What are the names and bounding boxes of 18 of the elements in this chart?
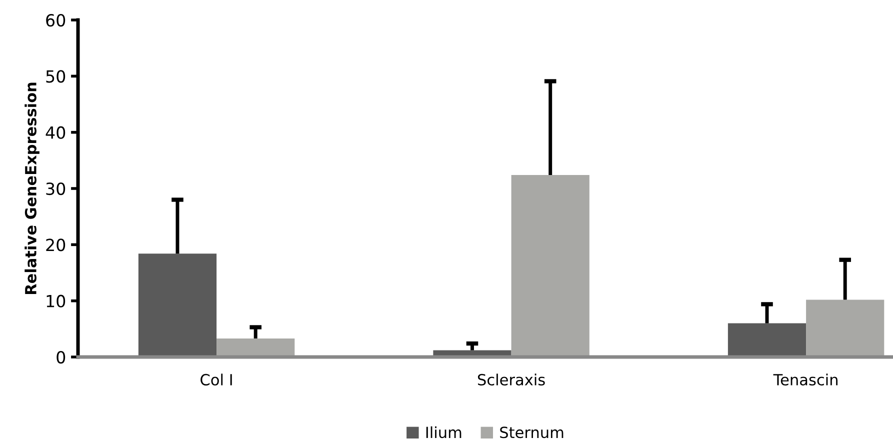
bar (138, 254, 217, 357)
y-tick-label: 30 (46, 182, 66, 196)
y-tick-label: 60 (46, 14, 66, 27)
x-tick-label: Col I (200, 374, 232, 386)
bar (728, 323, 806, 357)
bar (216, 338, 295, 357)
legend-label: Ilium (426, 426, 462, 438)
legend-label: Sternum (500, 426, 564, 438)
bar (511, 175, 590, 357)
y-axis-title: Relative GeneExpression (24, 82, 40, 294)
x-tick-label: Scleraxis (478, 374, 545, 386)
y-tick-label: 0 (56, 350, 66, 364)
y-tick-label: 10 (46, 294, 66, 308)
y-tick-label: 40 (46, 126, 66, 139)
y-tick-label: 50 (46, 70, 66, 83)
x-tick-label: Tenascin (773, 374, 838, 386)
bar (806, 300, 884, 357)
y-tick-label: 20 (46, 238, 66, 252)
